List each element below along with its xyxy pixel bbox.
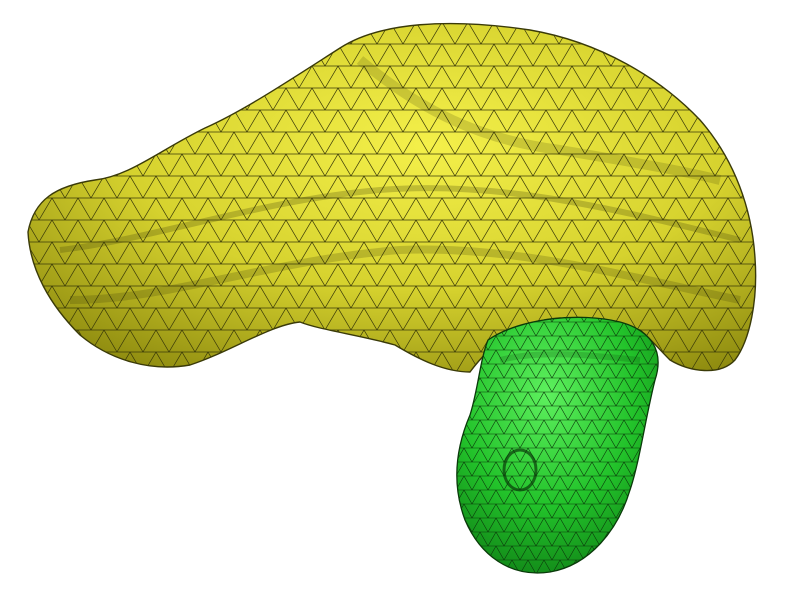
yellow-mesh-outline <box>27 22 757 373</box>
green-mesh-outline <box>456 316 659 574</box>
green-mesh-dimple <box>502 448 538 492</box>
